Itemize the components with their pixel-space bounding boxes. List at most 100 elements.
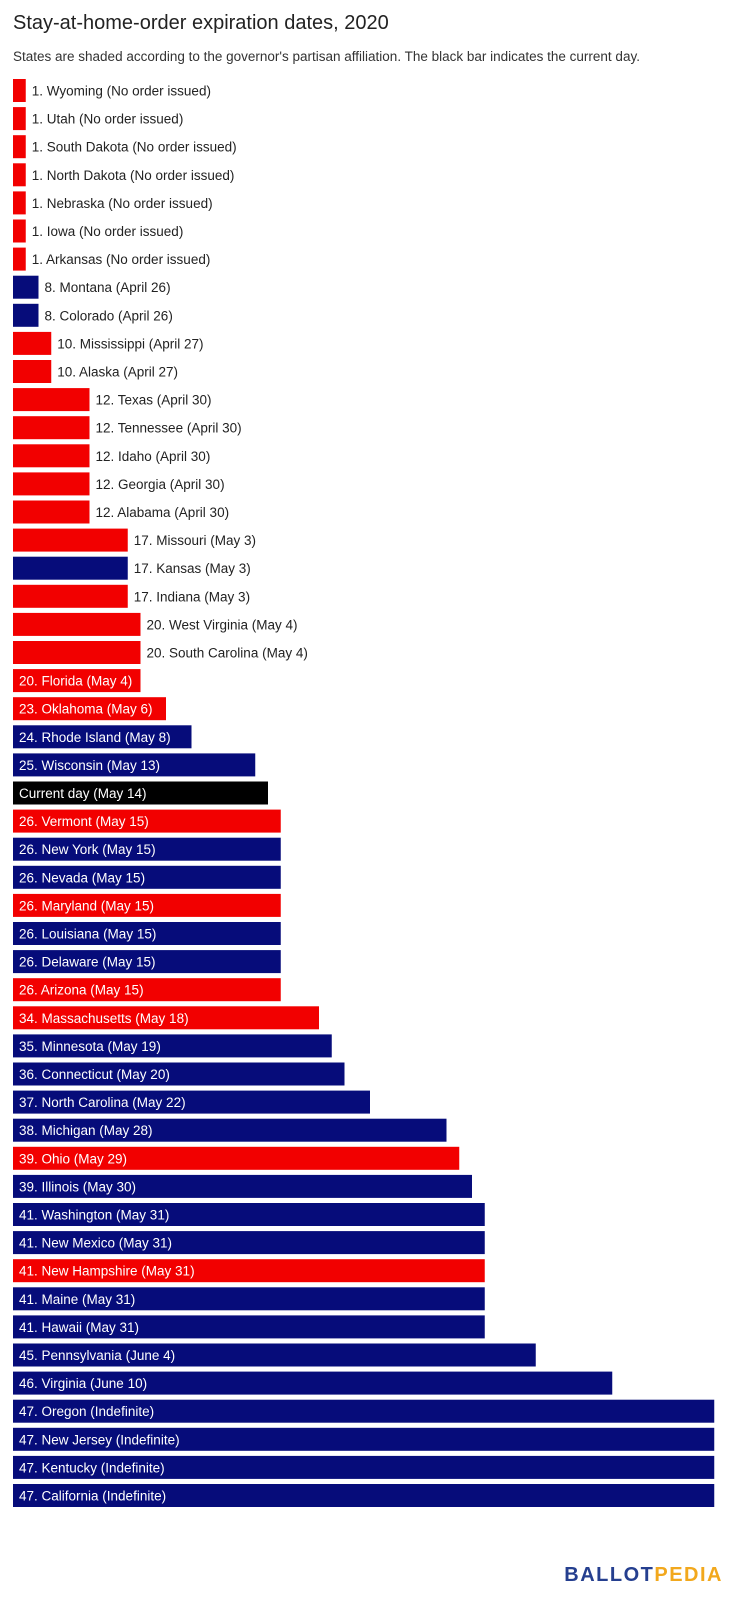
bar bbox=[13, 219, 26, 243]
bar-label: 26. Delaware (May 15) bbox=[19, 955, 156, 970]
bar bbox=[13, 584, 128, 608]
bar-label: 17. Missouri (May 3) bbox=[134, 533, 256, 548]
bar bbox=[13, 1118, 447, 1142]
bar-label: 1. Wyoming (No order issued) bbox=[32, 84, 211, 99]
bar bbox=[13, 697, 166, 721]
bar bbox=[13, 1062, 345, 1086]
bar-label: 36. Connecticut (May 20) bbox=[19, 1067, 170, 1082]
bar-label: 41. Washington (May 31) bbox=[19, 1208, 169, 1223]
bar bbox=[13, 725, 192, 749]
bar bbox=[13, 472, 90, 496]
bar-label: 47. California (Indefinite) bbox=[19, 1489, 166, 1504]
bar bbox=[13, 950, 281, 974]
bar bbox=[13, 360, 52, 383]
bar-label: 12. Idaho (April 30) bbox=[96, 449, 211, 464]
bar-label: 34. Massachusetts (May 18) bbox=[19, 1011, 189, 1026]
bar bbox=[13, 837, 281, 861]
logo-part-pedia: PEDIA bbox=[654, 1564, 723, 1586]
bar-label: 12. Alabama (April 30) bbox=[96, 505, 230, 520]
chart-title: Stay-at-home-order expiration dates, 202… bbox=[13, 12, 389, 34]
bar-label: 38. Michigan (May 28) bbox=[19, 1123, 153, 1138]
chart-subtitle: States are shaded according to the gover… bbox=[13, 49, 640, 64]
bar-label: 39. Ohio (May 29) bbox=[19, 1151, 127, 1166]
bar bbox=[13, 1034, 332, 1058]
bar-label: 35. Minnesota (May 19) bbox=[19, 1039, 161, 1054]
bar bbox=[13, 669, 141, 693]
bar-label: 37. North Carolina (May 22) bbox=[19, 1095, 186, 1110]
bar-label: 8. Montana (April 26) bbox=[45, 280, 171, 295]
bar-label: 17. Kansas (May 3) bbox=[134, 561, 251, 576]
bar-label: 12. Texas (April 30) bbox=[96, 393, 212, 408]
bar bbox=[13, 444, 90, 468]
bar bbox=[13, 781, 268, 805]
bar-label: 25. Wisconsin (May 13) bbox=[19, 758, 160, 773]
bar-label: 26. New York (May 15) bbox=[19, 842, 156, 857]
bar bbox=[13, 1090, 370, 1114]
bar-label: 41. New Mexico (May 31) bbox=[19, 1236, 172, 1251]
logo-part-ballot: BALLOT bbox=[564, 1564, 655, 1586]
bar-label: 8. Colorado (April 26) bbox=[45, 308, 173, 323]
bar bbox=[13, 191, 26, 215]
bar-label: 1. South Dakota (No order issued) bbox=[32, 140, 237, 155]
bar-label: 26. Vermont (May 15) bbox=[19, 814, 149, 829]
bar bbox=[13, 1343, 536, 1367]
bar-label: 26. Louisiana (May 15) bbox=[19, 927, 156, 942]
bar-label: 46. Virginia (June 10) bbox=[19, 1376, 147, 1391]
bar-label: 1. Iowa (No order issued) bbox=[32, 224, 184, 239]
bar-label: 12. Georgia (April 30) bbox=[96, 477, 225, 492]
bar bbox=[13, 1455, 715, 1479]
bar bbox=[13, 247, 26, 271]
bar bbox=[13, 107, 26, 131]
bar bbox=[13, 1231, 485, 1255]
bar bbox=[13, 163, 26, 187]
bar-label: 10. Alaska (April 27) bbox=[57, 365, 178, 380]
bar bbox=[13, 641, 141, 664]
bar-label: 20. Florida (May 4) bbox=[19, 674, 132, 689]
bar-label: 41. Maine (May 31) bbox=[19, 1292, 135, 1307]
bar bbox=[13, 1371, 613, 1395]
bar bbox=[13, 303, 39, 327]
bar bbox=[13, 528, 128, 552]
bar-label: Current day (May 14) bbox=[19, 786, 147, 801]
bar bbox=[13, 753, 256, 777]
bar-label: 39. Illinois (May 30) bbox=[19, 1179, 136, 1194]
bar bbox=[13, 1315, 485, 1339]
bar bbox=[13, 1427, 715, 1451]
bar bbox=[13, 1174, 472, 1198]
bar-label: 23. Oklahoma (May 6) bbox=[19, 702, 153, 717]
bar bbox=[13, 1259, 485, 1283]
bar-label: 24. Rhode Island (May 8) bbox=[19, 730, 171, 745]
ballotpedia-logo: BALLOTPEDIA bbox=[564, 1564, 723, 1587]
bar-label: 1. North Dakota (No order issued) bbox=[32, 168, 235, 183]
bar bbox=[13, 1399, 715, 1423]
bar bbox=[13, 416, 90, 440]
bar-label: 41. Hawaii (May 31) bbox=[19, 1320, 139, 1335]
bar bbox=[13, 500, 90, 524]
bar bbox=[13, 1484, 715, 1507]
bar bbox=[13, 1006, 319, 1030]
bar-label: 20. South Carolina (May 4) bbox=[147, 646, 308, 661]
bar bbox=[13, 893, 281, 917]
bar-label: 47. Oregon (Indefinite) bbox=[19, 1404, 154, 1419]
bar-label: 26. Nevada (May 15) bbox=[19, 870, 145, 885]
bar bbox=[13, 1287, 485, 1311]
bar bbox=[13, 922, 281, 945]
bar-label: 26. Maryland (May 15) bbox=[19, 898, 154, 913]
bar-label: 1. Nebraska (No order issued) bbox=[32, 196, 213, 211]
bar-label: 41. New Hampshire (May 31) bbox=[19, 1264, 195, 1279]
bar-label: 20. West Virginia (May 4) bbox=[147, 617, 298, 632]
bar-label: 12. Tennessee (April 30) bbox=[96, 421, 242, 436]
bar-label: 47. Kentucky (Indefinite) bbox=[19, 1460, 165, 1475]
bar bbox=[13, 1146, 460, 1170]
bar bbox=[13, 612, 141, 636]
bar-label: 1. Utah (No order issued) bbox=[32, 112, 184, 127]
bar bbox=[13, 388, 90, 412]
bar-label: 26. Arizona (May 15) bbox=[19, 983, 144, 998]
bar-label: 10. Mississippi (April 27) bbox=[57, 336, 203, 351]
bar bbox=[13, 809, 281, 833]
bar-label: 1. Arkansas (No order issued) bbox=[32, 252, 211, 267]
bar-label: 47. New Jersey (Indefinite) bbox=[19, 1432, 180, 1447]
bar bbox=[13, 556, 128, 580]
bar bbox=[13, 331, 52, 355]
